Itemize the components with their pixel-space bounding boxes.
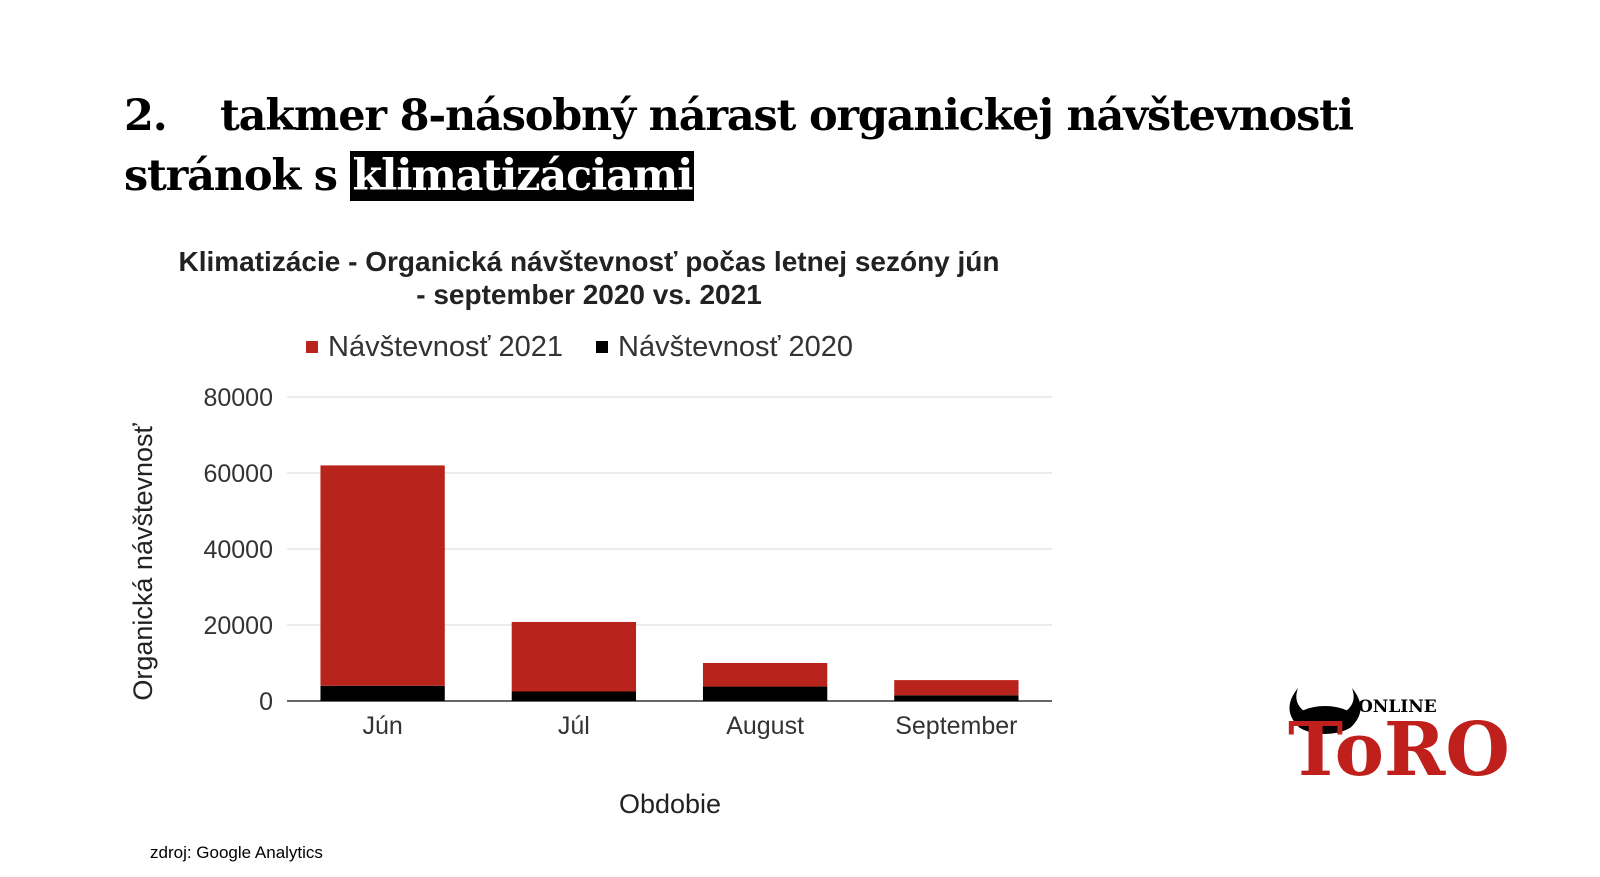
- legend: Návštevnosť 2021 Návštevnosť 2020: [306, 331, 853, 363]
- x-tick-label: Júl: [558, 712, 590, 740]
- title-highlight: klimatizáciami: [350, 151, 695, 201]
- bar-2021: [320, 465, 445, 686]
- title-line2-text: stránok s: [124, 151, 351, 201]
- x-tick-labels: Jún Júl August September: [362, 712, 1017, 740]
- chart-title-line-2: - september 2020 vs. 2021: [416, 279, 762, 310]
- slide-title: 2. takmer 8-násobný nárast organickej náv…: [124, 86, 1504, 206]
- logo-big-text: ToRO: [1288, 707, 1510, 780]
- bar-2020: [511, 691, 637, 701]
- bar-2021: [511, 621, 637, 692]
- x-tick-label: Jún: [362, 712, 402, 740]
- title-line-1: 2. takmer 8-násobný nárast organickej náv…: [124, 86, 1504, 146]
- y-tick-label: 0: [259, 688, 273, 716]
- x-tick-label: August: [726, 712, 804, 740]
- source-note: zdroj: Google Analytics: [150, 843, 323, 862]
- bars: [320, 465, 1019, 701]
- chart-title-line-1: Klimatizácie - Organická návštevnosť poč…: [178, 246, 999, 277]
- x-axis-label: Obdobie: [619, 789, 721, 819]
- toro-logo: ToRO ONLINE: [1288, 688, 1510, 780]
- legend-label: Návštevnosť 2021: [328, 331, 563, 363]
- y-tick-label: 20000: [203, 612, 273, 640]
- legend-swatch: [596, 341, 608, 353]
- x-tick-label: September: [895, 712, 1017, 740]
- legend-swatch: [306, 341, 318, 353]
- y-tick-label: 80000: [203, 384, 273, 412]
- y-axis-label: Organická návštevnosť: [128, 422, 158, 700]
- y-tick-label: 40000: [203, 536, 273, 564]
- title-number: 2.: [124, 91, 168, 141]
- y-tick-label: 60000: [203, 460, 273, 488]
- logo-small-text: ONLINE: [1358, 697, 1437, 717]
- bar-2021: [894, 680, 1019, 696]
- title-line1-text: takmer 8-násobný nárast organickej návšt…: [220, 91, 1354, 141]
- legend-label: Návštevnosť 2020: [618, 331, 853, 363]
- title-line-2: stránok s klimatizáciami: [124, 146, 1504, 206]
- bar-2020: [320, 685, 445, 701]
- y-ticks: 80000 60000 40000 20000 0: [203, 384, 273, 716]
- bar-2021: [702, 663, 828, 687]
- bull-head-icon: [1295, 706, 1355, 734]
- chart: 80000 60000 40000 20000 0 Jún Júl August Septem…: [128, 246, 1052, 819]
- bar-2020: [702, 686, 828, 701]
- bar-2020: [894, 695, 1019, 701]
